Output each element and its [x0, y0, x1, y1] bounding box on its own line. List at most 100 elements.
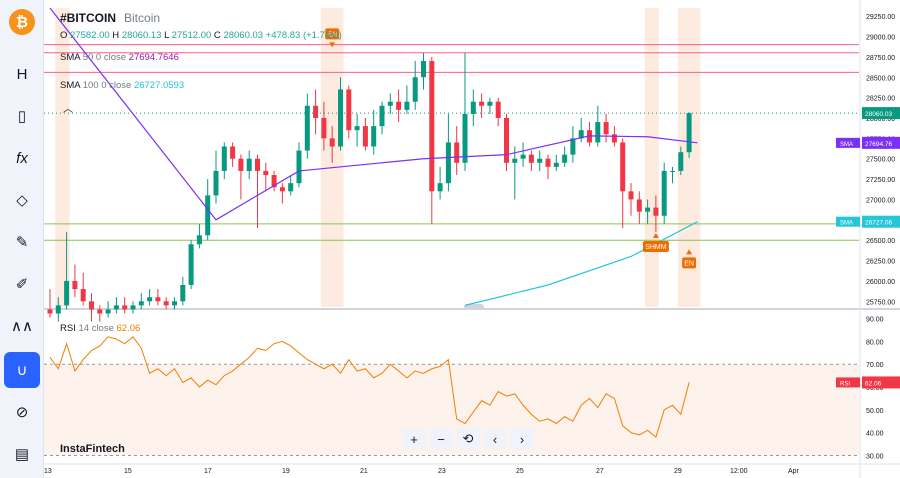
highlight-zone-2 — [644, 8, 659, 307]
candle-body-23 — [238, 158, 244, 171]
candle-body-41 — [387, 101, 393, 106]
rsi-tick-3: 60.00 — [866, 385, 884, 392]
price-tick-3: 28500.00 — [866, 75, 895, 82]
candle-body-35 — [338, 89, 343, 147]
candle-body-28 — [279, 187, 285, 192]
candle-body-60 — [545, 158, 551, 167]
candle-body-17 — [188, 244, 194, 286]
sma50-line — [49, 7, 698, 221]
candle-body-47 — [437, 183, 443, 192]
symbol-ticker: #BITCOIN — [60, 11, 117, 25]
candle-body-52 — [479, 101, 485, 106]
price-tick-8: 27250.00 — [866, 177, 895, 184]
candle-body-75 — [670, 170, 675, 172]
time-tick-3: 19 — [282, 468, 290, 475]
low-value: 27512.00 — [171, 30, 212, 41]
price-tick-0: 29250.00 — [866, 14, 895, 21]
trash-icon[interactable]: ▤ — [14, 446, 30, 463]
zoom-in-button[interactable]: + — [402, 428, 426, 450]
rsi-legend[interactable]: RSI 14 close 62.06 — [60, 323, 140, 334]
candle-body-42 — [396, 101, 402, 110]
candle-body-8 — [113, 305, 119, 310]
candle-body-67 — [603, 122, 609, 135]
magnet-icon[interactable]: ∪ — [4, 352, 40, 388]
sma100-legend[interactable]: SMA 100 0 close 26727.0593 — [60, 80, 184, 91]
pattern-icon[interactable]: ∧∧ — [11, 318, 33, 335]
signal-label-0: EN — [327, 31, 337, 38]
candle-body-5 — [89, 301, 94, 310]
candle-body-77 — [686, 113, 692, 153]
candle-body-38 — [362, 126, 368, 147]
scroll-left-button[interactable]: ‹ — [483, 428, 507, 450]
eye-off-icon[interactable]: ⊘ — [15, 404, 29, 421]
rsi-tick-5: 40.00 — [866, 431, 884, 438]
open-label: O — [60, 30, 68, 41]
scroll-right-button[interactable]: › — [510, 428, 534, 450]
brush-icon[interactable]: ✎ — [15, 234, 29, 251]
candle-body-62 — [562, 154, 568, 163]
candles-icon[interactable]: ▯ — [17, 108, 27, 125]
time-tick-4: 21 — [360, 468, 368, 475]
change-value: +478.83 (+1.74%) — [265, 30, 342, 41]
sma50-label: SMA — [60, 52, 81, 63]
zoom-out-button[interactable]: − — [429, 428, 453, 450]
rsi-tag-value: 62.06 — [865, 380, 882, 387]
candle-body-13 — [155, 297, 161, 302]
candle-body-22 — [230, 146, 236, 159]
candle-body-49 — [454, 142, 460, 163]
time-tick-2: 17 — [204, 468, 212, 475]
candle-body-24 — [246, 158, 252, 171]
text-tool-icon[interactable]: H — [16, 65, 28, 83]
low-label: L — [164, 30, 170, 41]
candle-body-57 — [520, 154, 526, 159]
signal-tag-2 — [642, 241, 669, 253]
candle-body-0 — [47, 309, 53, 314]
rsi-tick-2: 70.00 — [866, 362, 884, 369]
price-tick-14: 25750.00 — [866, 299, 895, 306]
signal-tag-1 — [682, 257, 697, 269]
highlight-zone-0 — [55, 8, 70, 307]
sma100-label: SMA — [60, 80, 81, 91]
trendline-icon[interactable]: ◇ — [16, 192, 28, 209]
candle-body-54 — [495, 101, 501, 118]
bitcoin-logo[interactable]: ₿ — [9, 9, 35, 35]
time-tick-9: 12:00 — [730, 468, 748, 475]
time-tick-6: 25 — [516, 468, 524, 475]
price-tick-9: 27000.00 — [866, 197, 895, 204]
reset-button[interactable]: ⟲ — [456, 428, 480, 450]
high-label: H — [112, 30, 120, 41]
candle-body-37 — [354, 126, 360, 131]
rsi-tag-value-bg — [862, 376, 900, 389]
candle-body-40 — [379, 105, 385, 127]
sma50-legend[interactable]: SMA 50 0 close 27694.7646 — [60, 52, 179, 63]
collapse-legend-button[interactable]: ︿ — [63, 103, 73, 115]
pane-resize-handle — [464, 304, 484, 310]
candle-body-48 — [445, 142, 451, 184]
price-tick-12: 26250.00 — [866, 259, 895, 266]
candle-body-36 — [346, 89, 352, 131]
watermark: InstaFintech — [60, 443, 125, 455]
rsi-tag-label: RSI — [840, 381, 850, 387]
price-chart[interactable]: EN EN SHMM 29250.00 29000.00 28750.00 28500.00… — [44, 0, 900, 478]
sma50-params: 50 0 close — [82, 52, 127, 63]
candle-body-2 — [64, 280, 70, 306]
symbol-name: Bitcoin — [124, 11, 161, 25]
sma-tag-value-0: 27694.76 — [865, 141, 892, 148]
candle-body-56 — [512, 158, 518, 163]
candle-body-61 — [553, 162, 559, 167]
fx-icon[interactable]: fx — [16, 149, 28, 167]
candle-body-9 — [122, 305, 128, 310]
candle-body-14 — [163, 301, 169, 306]
sma-tag-label-0: SMA — [840, 142, 853, 148]
signal-label-1: EN — [684, 260, 694, 267]
close-label: C — [213, 30, 221, 41]
candle-body-72 — [645, 207, 651, 212]
pencil-icon[interactable]: ✐ — [15, 276, 29, 293]
time-tick-1: 15 — [124, 468, 132, 475]
signal-arrow-1 — [686, 249, 693, 255]
signal-arrow-2 — [652, 233, 659, 239]
candle-body-76 — [678, 152, 684, 171]
candle-body-3 — [72, 280, 78, 290]
open-value: 27582.00 — [70, 30, 110, 41]
sma100-params: 100 0 close — [82, 80, 132, 91]
